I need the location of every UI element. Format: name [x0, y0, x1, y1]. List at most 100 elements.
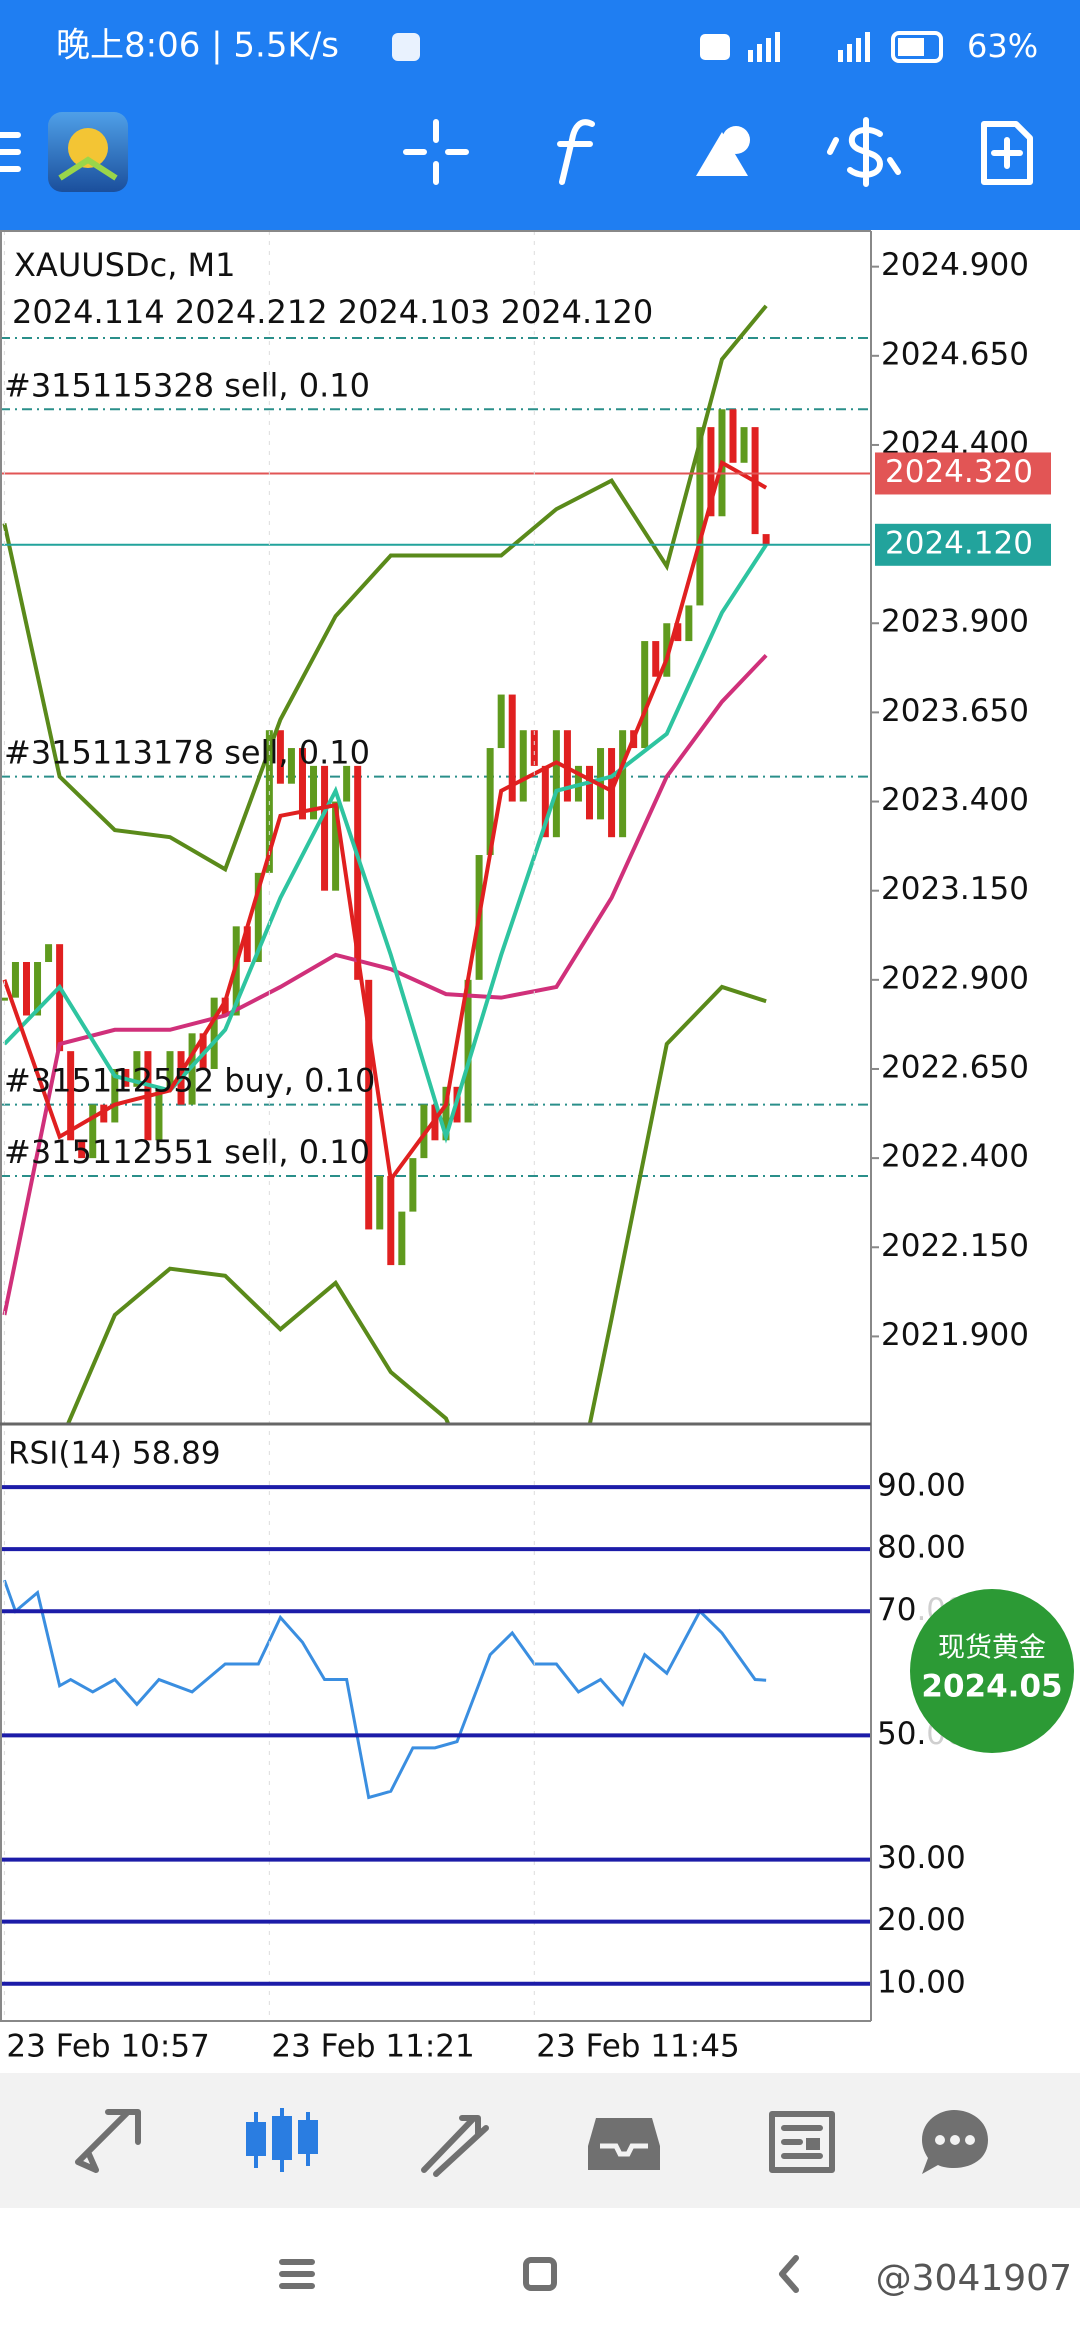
candle: [310, 765, 318, 820]
candle: [376, 1175, 384, 1230]
quotes-tab[interactable]: [75, 2109, 141, 2173]
candle: [519, 730, 527, 802]
candle: [685, 605, 693, 642]
rsi-level-label: 20.00: [877, 1902, 966, 1938]
chat-tab[interactable]: [922, 2110, 988, 2174]
indicator-line: [2, 459, 768, 1185]
y-tick-label: 2023.400: [881, 782, 1029, 818]
ask-label: 2024.320: [885, 454, 1033, 490]
bubble-title: 现货黄金: [938, 1633, 1046, 1664]
system-home[interactable]: [523, 2257, 557, 2291]
indicator-line: [2, 653, 768, 1316]
candle: [707, 427, 715, 517]
order-label: #315112552 buy, 0.10: [4, 1062, 375, 1100]
candle: [619, 730, 627, 838]
candle: [552, 730, 560, 838]
candle: [729, 409, 737, 463]
candle: [409, 1158, 417, 1212]
candle: [365, 979, 373, 1230]
trade-button[interactable]: [827, 117, 901, 187]
crosshair-button[interactable]: [403, 119, 469, 185]
signal-icons: [700, 31, 943, 63]
chart-tab[interactable]: [246, 2108, 318, 2172]
candle: [11, 962, 19, 998]
y-tick-label: 2022.150: [881, 1228, 1029, 1264]
order-label: #315113178 sell, 0.10: [4, 734, 370, 772]
candle: [298, 748, 306, 820]
candle: [530, 730, 538, 766]
y-tick-label: 2022.650: [881, 1049, 1029, 1085]
app-logo[interactable]: [48, 112, 128, 192]
watermark: @3041907: [876, 2258, 1072, 2299]
battery-text: 63%: [967, 27, 1038, 65]
candle: [398, 1211, 406, 1266]
candle: [464, 979, 472, 1123]
rsi-level-label: 80.00: [877, 1530, 966, 1566]
system-back[interactable]: [779, 2255, 799, 2293]
rsi-plot: [3, 1579, 767, 1800]
indicator-line: [2, 543, 768, 1144]
rsi-level-label: 90.00: [877, 1468, 966, 1504]
candle: [674, 623, 682, 642]
candle: [78, 1140, 86, 1159]
x-tick-label: 23 Feb 11:21: [271, 2029, 474, 2065]
candle: [276, 730, 284, 784]
y-tick-label: 2022.400: [881, 1139, 1029, 1175]
bottom-nav: [0, 2073, 1080, 2208]
candle: [486, 748, 494, 856]
order-label: #315112551 sell, 0.10: [4, 1133, 370, 1171]
candle: [34, 962, 42, 1016]
y-tick-label: 2023.650: [881, 693, 1029, 729]
candle: [663, 623, 671, 677]
candle: [155, 1086, 163, 1141]
candle: [497, 694, 505, 749]
price-bubble[interactable]: 现货黄金 2024.05: [896, 1575, 1080, 1767]
x-tick-label: 23 Feb 10:57: [6, 2029, 209, 2065]
candle: [0, 997, 8, 1001]
rsi-level-label: 30.00: [877, 1840, 966, 1876]
system-menu[interactable]: [279, 2259, 315, 2289]
candle: [133, 1051, 141, 1087]
candle: [56, 944, 64, 1052]
indicator-button[interactable]: [557, 119, 595, 185]
candle: [442, 1086, 450, 1141]
bid-label: 2024.120: [885, 525, 1033, 561]
y-tick-label: 2023.900: [881, 604, 1029, 640]
candle: [166, 1051, 174, 1087]
indicator-line: [2, 304, 768, 873]
rsi-line: [3, 1579, 767, 1800]
candle: [243, 926, 251, 963]
candle: [67, 1051, 75, 1141]
symbol: XAUUSDc, M1: [14, 246, 236, 284]
candle: [332, 801, 340, 891]
news-tab[interactable]: [769, 2111, 835, 2173]
y-tick-label: 2022.900: [881, 960, 1029, 996]
rsi-level-label: 10.00: [877, 1964, 966, 2000]
y-tick-label: 2024.650: [881, 336, 1029, 372]
candle: [100, 1104, 108, 1123]
order-label: #315115328 sell, 0.10: [4, 366, 370, 404]
bid-box: [875, 523, 1051, 566]
candle: [652, 641, 660, 677]
candle: [387, 1175, 395, 1266]
menu-button[interactable]: [0, 132, 21, 172]
candle: [221, 997, 229, 1016]
trade-tab[interactable]: [421, 2115, 489, 2177]
history-tab[interactable]: [588, 2118, 660, 2170]
objects-button[interactable]: [696, 126, 750, 176]
rsi-label: RSI(14) 58.89: [8, 1436, 221, 1472]
candle: [740, 427, 748, 463]
candle: [89, 1104, 97, 1159]
candle: [696, 427, 704, 606]
candle: [254, 872, 262, 963]
candle: [343, 765, 351, 802]
bubble-price: 2024.05: [921, 1669, 1062, 1705]
candle: [321, 765, 329, 891]
new-order-button[interactable]: [981, 121, 1033, 185]
candle: [354, 765, 362, 980]
candle: [541, 765, 549, 838]
y-tick-label: 2021.900: [881, 1317, 1029, 1353]
status-icon: [392, 33, 420, 61]
candle: [762, 534, 770, 545]
